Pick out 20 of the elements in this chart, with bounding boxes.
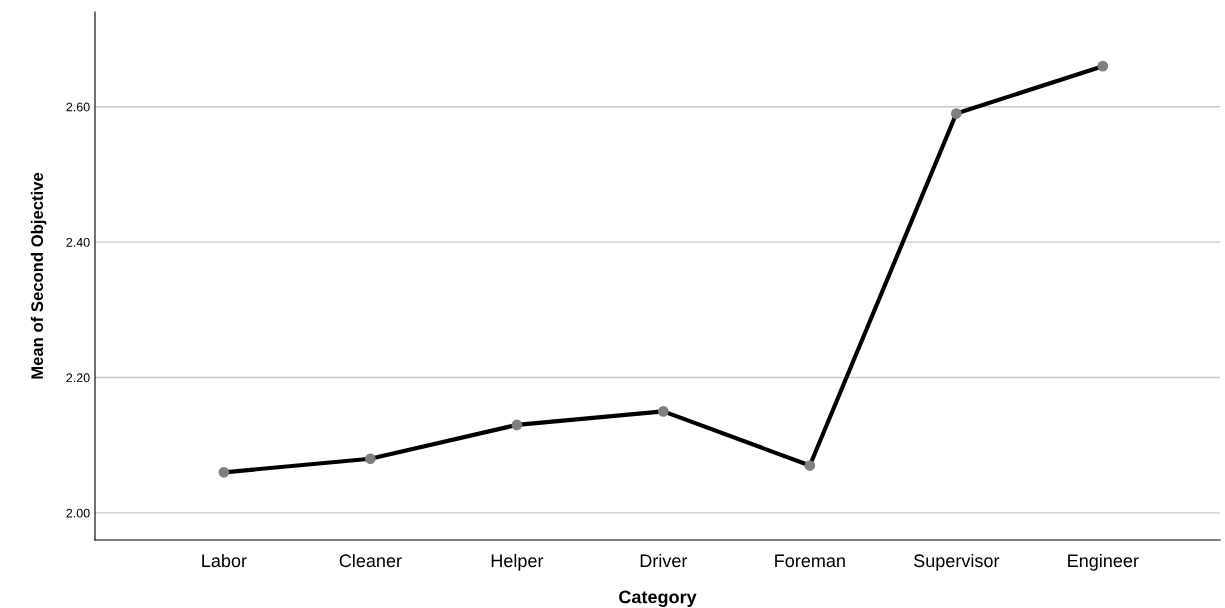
y-tick-label: 2.60 [66, 102, 90, 112]
point [218, 466, 230, 478]
point [804, 460, 816, 471]
point [511, 419, 523, 431]
y-tick-label: 2.40 [66, 237, 90, 247]
point [658, 406, 669, 417]
x-tick-label: Helper [491, 553, 544, 571]
x-tick-label: Labor [202, 553, 247, 568]
point [365, 453, 376, 465]
point [950, 108, 962, 119]
x-tick-label: Cleaner [339, 553, 402, 568]
point [1097, 60, 1109, 72]
x-tick-label: Engineer [1068, 553, 1139, 571]
y-axis-title: Mean of Second Objective [30, 172, 47, 379]
x-tick-label: Foreman [775, 554, 845, 568]
y-tick-label: 2.20 [66, 373, 90, 383]
x-axis-title: Category [619, 590, 697, 607]
x-tick-label: Driver [640, 553, 688, 568]
y-tick-label: 2.00 [66, 508, 90, 518]
x-tick-label: Supervisor [914, 553, 1000, 571]
